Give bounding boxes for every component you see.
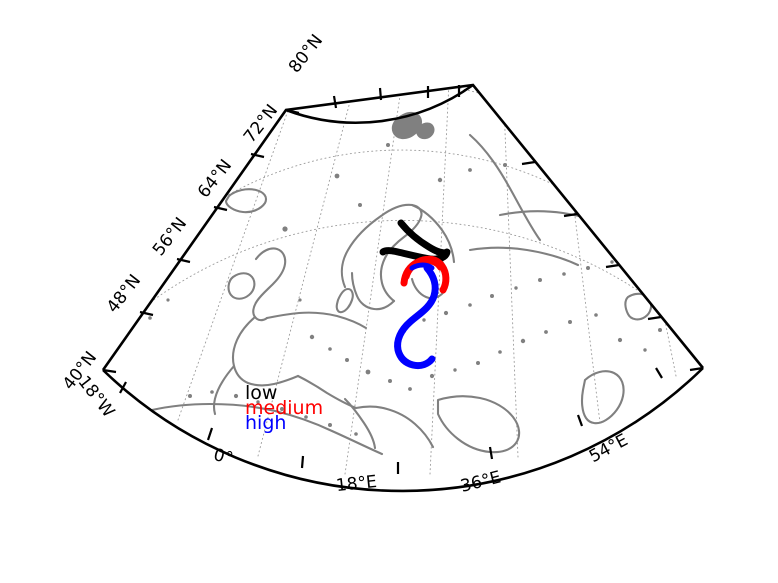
trajectory-high-upper [409,262,435,271]
coastline-russia-north [468,246,580,267]
coastline-ireland [227,272,256,300]
coastline-caspian [580,370,625,425]
legend: low medium high [245,382,323,434]
coastline-italy [343,397,377,450]
longitude-ticks-top [332,85,461,109]
frame-bottom-arc [102,367,704,493]
longitude-ticks [119,367,663,474]
latitude-ticks-right [521,160,704,372]
lon-label-54e: 54°E [586,430,631,467]
coastline-finland-east [410,203,456,264]
coastline-novaya-zemlya [468,133,542,242]
lat-label-80n: 80°N [285,31,327,77]
coastline-svalbard-2 [416,122,435,140]
coastline-iceland [224,188,268,214]
lon-label-36e: 36°E [459,468,503,497]
frame-top-arc [285,83,474,124]
latitude-ticks [102,108,300,374]
trajectories-group [379,219,451,370]
coastlines-group [103,95,662,456]
coastline-speckles [148,143,662,436]
coastline-mediterranean [296,374,358,410]
coastline-iberia-south [212,364,236,416]
legend-item-high: high [245,412,286,434]
trajectory-high [394,264,439,370]
axis-labels: 80°N 72°N 64°N 56°N 48°N 40°N 18°W 0° 18… [59,31,631,497]
lon-label-0: 0° [211,445,235,469]
coastline-great-britain [252,247,287,322]
legend-item-low: low [245,382,277,404]
coastline-severnaya [538,116,583,154]
coastline-denmark [335,287,354,314]
map-frame [101,83,705,493]
coastline-balkans [354,405,435,449]
lat-label-48n: 48°N [103,271,145,317]
coastline-baltic [350,271,396,311]
coastline-russia-arctic [498,210,618,232]
coastline-scandinavia [340,203,423,303]
coastline-greenland [103,95,175,200]
frame-outline [101,83,705,371]
lon-label-18e: 18°E [335,472,378,496]
trajectory-low [379,219,451,263]
coastline-europe-north [265,311,368,330]
legend-item-medium: medium [245,397,323,419]
coastline-north-africa [150,402,384,456]
coastline-black-sea [436,395,521,454]
coastline-iberia [231,315,300,387]
